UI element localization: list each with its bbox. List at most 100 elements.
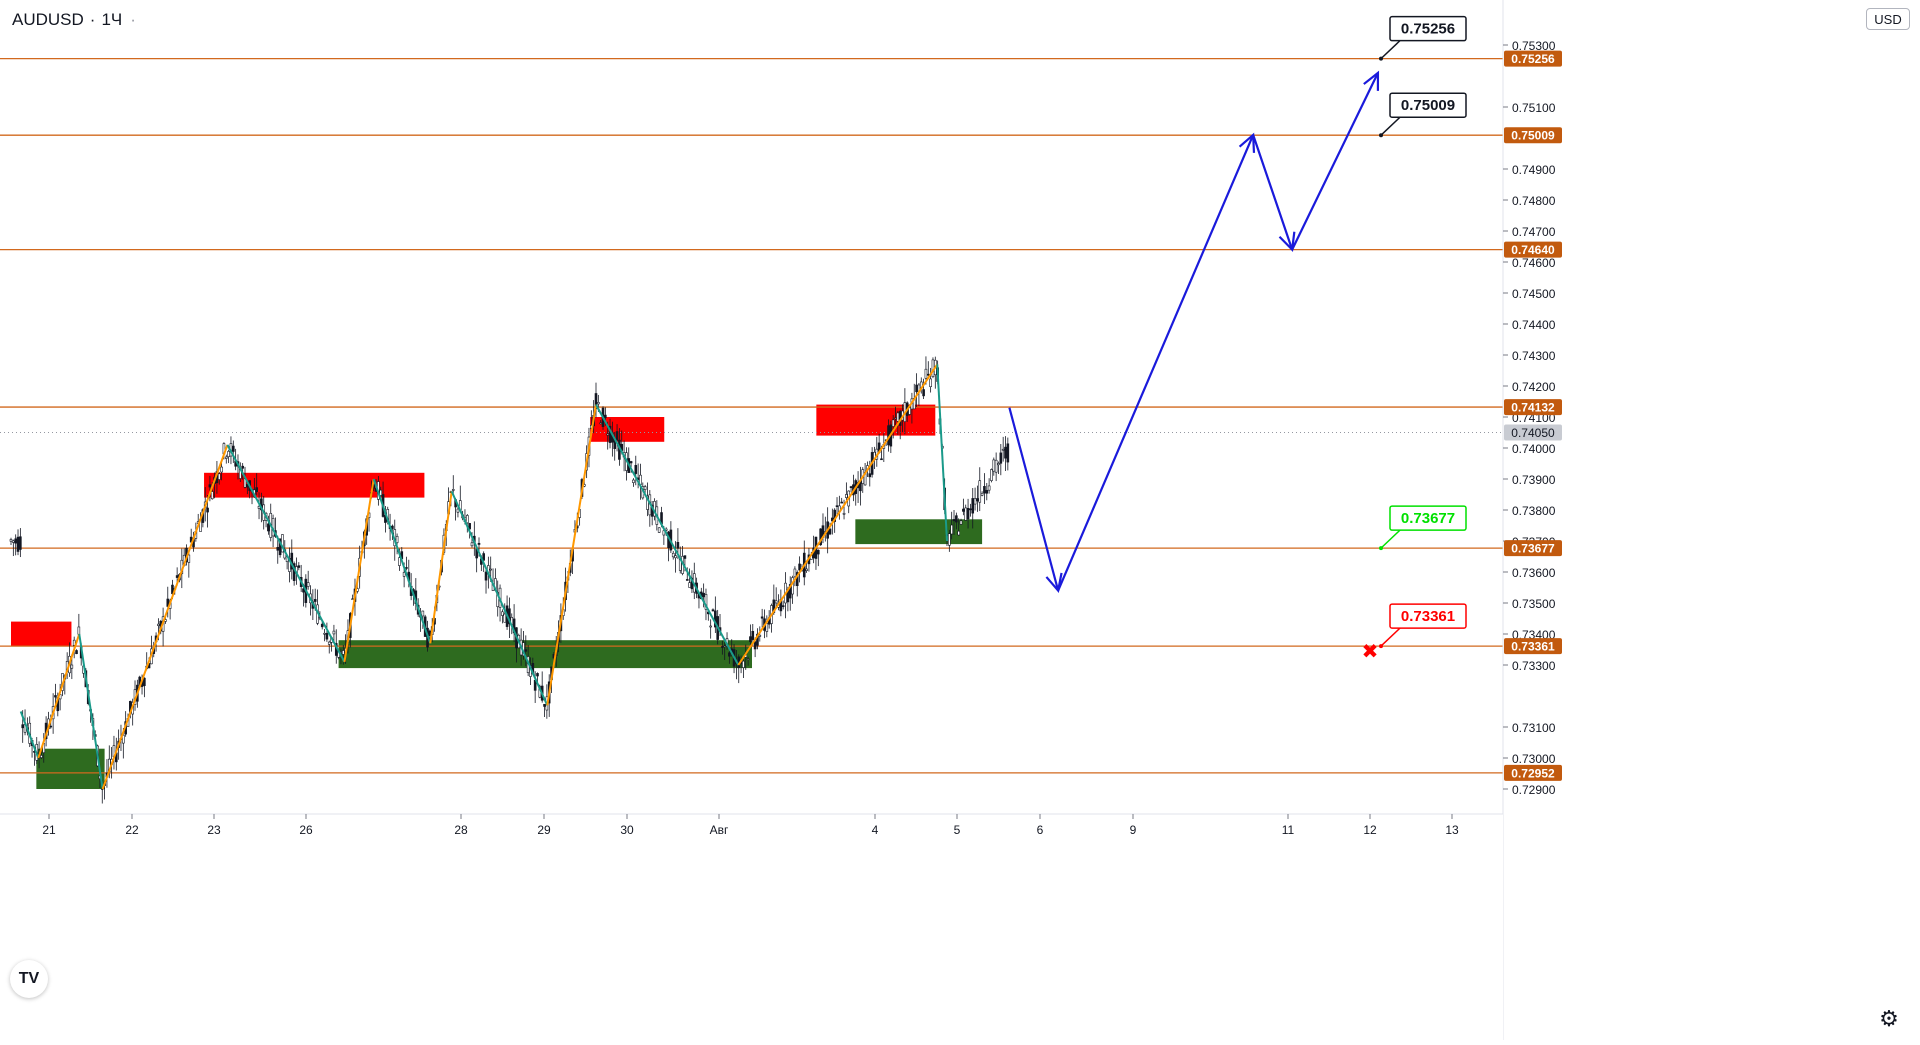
supply-zone xyxy=(204,472,425,498)
forecast-arrowhead xyxy=(1045,572,1063,594)
target-callout-box xyxy=(1389,603,1467,629)
settings-gear-icon[interactable]: ⚙ xyxy=(1879,1006,1899,1031)
candle-body xyxy=(990,469,993,481)
candle-body xyxy=(157,623,160,626)
candle-body xyxy=(819,528,822,546)
candle-body xyxy=(950,524,953,535)
price-tick-label: 0.74300 xyxy=(1512,349,1556,363)
candle-body xyxy=(964,507,968,521)
candle-body xyxy=(683,555,687,559)
candle-body xyxy=(753,641,757,650)
level-price-tag-label: 0.72952 xyxy=(1511,766,1555,780)
candle-body xyxy=(255,487,258,493)
zones-layer xyxy=(11,404,983,789)
candle-body xyxy=(14,538,17,544)
supply-zone xyxy=(590,417,665,442)
level-price-tag-label: 0.74132 xyxy=(1511,401,1555,415)
supply-zone xyxy=(11,621,72,647)
candle-body xyxy=(751,631,755,640)
candle-body xyxy=(894,417,897,420)
zigzag-leg xyxy=(595,404,740,666)
target-anchor-dot xyxy=(1379,56,1383,61)
candle-body xyxy=(224,456,228,459)
target-callout-label: 0.75009 xyxy=(1401,97,1455,114)
symbol-header[interactable]: AUDUSD · 1Ч · xyxy=(12,8,136,32)
level-price-tag-label: 0.73677 xyxy=(1511,542,1555,556)
time-tick-label: 9 xyxy=(1130,823,1137,837)
candle-body xyxy=(484,571,488,581)
time-tick-label: 13 xyxy=(1445,823,1459,837)
level-price-tag xyxy=(1504,241,1562,258)
candle-body xyxy=(891,419,895,427)
candle-body xyxy=(278,538,282,556)
time-tick-label: 23 xyxy=(207,823,221,837)
candle-body xyxy=(70,664,74,669)
candle-body xyxy=(536,673,539,677)
candle-body xyxy=(395,536,399,543)
price-tick-label: 0.73000 xyxy=(1512,752,1556,766)
candle-body xyxy=(987,485,991,491)
candle-body xyxy=(948,533,951,546)
forecast-arrowhead xyxy=(1278,231,1296,252)
candle-body xyxy=(978,480,982,503)
candle-body xyxy=(391,525,394,529)
candle-body xyxy=(327,641,331,645)
symbol-name[interactable]: AUDUSD xyxy=(12,10,84,29)
candle-body xyxy=(206,507,209,513)
target-callout-label: 0.75256 xyxy=(1401,21,1455,38)
candle-body xyxy=(955,515,958,523)
level-price-tag xyxy=(1504,399,1562,416)
candle-body xyxy=(840,501,844,504)
level-price-tag-label: 0.73361 xyxy=(1511,640,1555,654)
header-separator: · xyxy=(89,10,96,29)
tradingview-logo-icon[interactable]: TV xyxy=(10,960,48,998)
level-price-tag-label: 0.75256 xyxy=(1511,52,1555,66)
candle-body xyxy=(704,594,708,610)
candle-body xyxy=(922,389,925,397)
candle-body xyxy=(49,725,53,728)
candle-body xyxy=(849,486,853,489)
timeframe-label[interactable]: 1Ч xyxy=(101,10,123,29)
candle-body xyxy=(470,542,474,547)
time-tick-label: 22 xyxy=(125,823,139,837)
candle-body xyxy=(489,568,493,571)
candle-body xyxy=(657,527,661,533)
cross-marker-icon: ✖ xyxy=(1362,641,1379,663)
candle-body xyxy=(606,433,610,436)
candle-body xyxy=(217,473,221,480)
forecast-arrowhead xyxy=(1238,132,1256,153)
time-tick-label: Авг xyxy=(710,823,729,837)
candle-body xyxy=(232,445,235,452)
currency-button[interactable]: USD xyxy=(1866,8,1910,30)
candle-body xyxy=(929,378,932,388)
candle-body xyxy=(976,498,979,502)
candle-body xyxy=(971,498,975,514)
zigzag-leg xyxy=(372,478,432,644)
candle-body xyxy=(952,519,956,522)
candle-body xyxy=(676,542,680,549)
candle-body xyxy=(341,650,345,655)
candle-body xyxy=(122,734,125,744)
demand-zone xyxy=(338,640,752,669)
zigzag-leg xyxy=(737,363,939,666)
target-callout-pointer xyxy=(1380,529,1401,549)
time-tick-label: 5 xyxy=(954,823,961,837)
zigzag-leg xyxy=(450,490,549,706)
candle-body xyxy=(421,610,425,617)
candle-body xyxy=(994,459,998,473)
time-axis-bg xyxy=(0,814,1503,1040)
candle-body xyxy=(297,565,301,568)
level-price-tag-label: 0.75009 xyxy=(1511,129,1555,143)
candle-body xyxy=(241,465,244,469)
candle-body xyxy=(19,536,22,550)
candle-body xyxy=(9,539,13,542)
candle-body xyxy=(798,563,801,571)
candle-body xyxy=(962,508,965,512)
candle-body xyxy=(40,755,43,758)
targets-layer: 0.75256 0.75009 0.73677 0.73361 ✖ xyxy=(1362,15,1467,663)
candle-body xyxy=(742,660,745,668)
price-tick-label: 0.75100 xyxy=(1512,101,1556,115)
candle-body xyxy=(468,523,471,530)
